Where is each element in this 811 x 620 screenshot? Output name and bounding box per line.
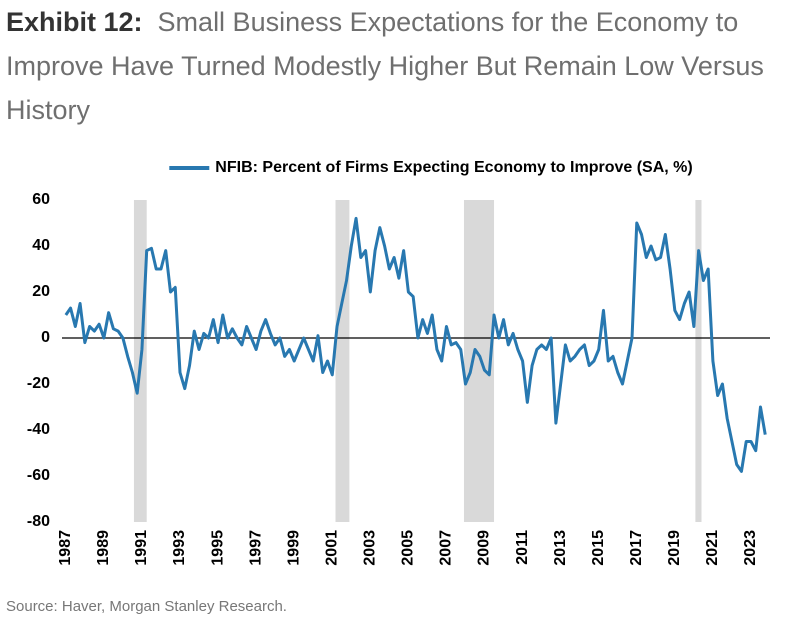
y-tick-label: 60: [32, 191, 50, 208]
x-tick-label: 1999: [285, 530, 302, 566]
legend-label: NFIB: Percent of Firms Expecting Economy…: [215, 159, 692, 176]
y-tick-label: -40: [27, 421, 50, 438]
x-tick-label: 2017: [628, 530, 645, 566]
x-tick-label: 2023: [742, 530, 759, 566]
x-tick-label: 2019: [666, 530, 683, 566]
recession-band: [335, 200, 350, 522]
recession-band: [695, 200, 702, 522]
y-tick-label: -20: [27, 375, 50, 392]
x-tick-label: 2013: [552, 530, 569, 566]
y-tick-label: 40: [32, 237, 50, 254]
y-tick-label: -80: [27, 513, 50, 530]
x-tick-label: 2005: [400, 530, 417, 566]
x-tick-label: 2009: [476, 530, 493, 566]
chart-title: Exhibit 12: Small Business Expectations …: [6, 0, 806, 132]
x-tick-label: 2001: [323, 530, 340, 566]
source-note: Source: Haver, Morgan Stanley Research.: [6, 598, 287, 615]
x-tick-label: 1993: [171, 530, 188, 566]
exhibit-label: Exhibit 12:: [6, 7, 143, 37]
x-tick-label: 1995: [209, 530, 226, 566]
x-tick-label: 2021: [704, 530, 721, 566]
x-tick-label: 1991: [133, 530, 150, 566]
x-tick-label: 1987: [57, 530, 74, 566]
title-text: Small Business Expectations for the Econ…: [6, 7, 764, 125]
x-tick-label: 1997: [247, 530, 264, 566]
y-tick-label: -60: [27, 467, 50, 484]
y-tick-label: 0: [41, 329, 50, 346]
data-line: [64, 216, 767, 473]
y-tick-label: 20: [32, 283, 50, 300]
x-tick-label: 2003: [362, 530, 379, 566]
x-tick-label: 2015: [590, 530, 607, 566]
x-tick-label: 2011: [514, 530, 531, 565]
x-tick-label: 2007: [438, 530, 455, 566]
x-tick-label: 1989: [95, 530, 112, 566]
